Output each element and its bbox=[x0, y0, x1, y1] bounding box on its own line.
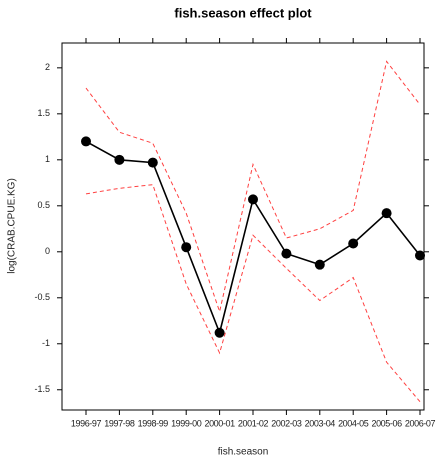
x-tick-label: 2001-02 bbox=[238, 418, 269, 428]
point bbox=[147, 157, 158, 168]
point bbox=[415, 250, 425, 261]
y-tick-label: 1 bbox=[45, 154, 50, 164]
point bbox=[381, 208, 392, 219]
x-tick-label: 1999-00 bbox=[171, 418, 202, 428]
x-tick-label: 1997-98 bbox=[104, 418, 135, 428]
point bbox=[248, 194, 258, 205]
point bbox=[181, 242, 192, 253]
point bbox=[114, 154, 125, 165]
series-line bbox=[85, 140, 421, 336]
x-axis-label: fish.season bbox=[218, 447, 269, 458]
point bbox=[281, 248, 292, 259]
series-line bbox=[85, 60, 421, 314]
x-tick-label: 2006-07 bbox=[405, 418, 436, 428]
y-axis-label: log(CRAB.CPUE.KG) bbox=[7, 178, 18, 274]
x-tick-label: 2002-03 bbox=[271, 418, 302, 428]
y-tick-label: -1.5 bbox=[34, 384, 50, 394]
plot-frame bbox=[61, 42, 425, 411]
y-tick-label: 0.5 bbox=[37, 200, 50, 210]
point bbox=[348, 238, 359, 249]
x-tick-label: 1996-97 bbox=[71, 418, 102, 428]
point bbox=[81, 136, 91, 147]
y-tick-label: 2 bbox=[45, 62, 50, 72]
chart-title: fish.season effect plot bbox=[174, 5, 312, 20]
y-tick-label: -1 bbox=[42, 338, 50, 348]
series-line bbox=[85, 184, 421, 403]
x-tick-label: 2005-06 bbox=[371, 418, 402, 428]
y-tick-label: 0 bbox=[45, 246, 50, 256]
x-tick-label: 2003-04 bbox=[305, 418, 336, 428]
x-tick-label: 2004-05 bbox=[338, 418, 369, 428]
x-tick-label: 2000-01 bbox=[204, 418, 235, 428]
y-tick-label: 1.5 bbox=[37, 108, 50, 118]
point bbox=[314, 259, 325, 270]
point bbox=[214, 327, 225, 338]
x-tick-label: 1998-99 bbox=[138, 418, 169, 428]
y-tick-label: -0.5 bbox=[34, 292, 50, 302]
